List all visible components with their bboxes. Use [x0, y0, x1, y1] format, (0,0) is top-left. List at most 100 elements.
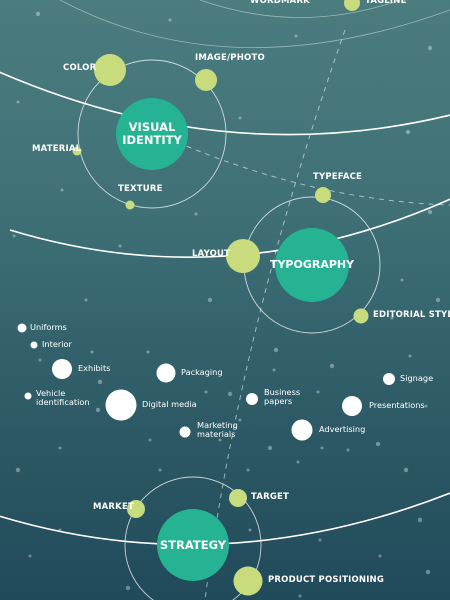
dot-material: [72, 146, 82, 156]
orbit-arcs: [0, 71, 450, 546]
label-presentations: Presentations: [369, 400, 425, 410]
star: [227, 391, 233, 397]
label-packaging: Packaging: [181, 367, 223, 377]
star: [424, 404, 428, 408]
dot-target: [229, 489, 247, 507]
star: [84, 298, 88, 302]
label-layout: LAYOUT: [192, 249, 231, 259]
star: [294, 34, 298, 38]
star: [346, 448, 350, 452]
label-typeface: TYPEFACE: [313, 172, 363, 182]
star: [38, 358, 42, 362]
star: [60, 188, 64, 192]
star: [425, 569, 431, 575]
star: [427, 209, 433, 215]
dot-presentations: [342, 396, 362, 416]
label-wordmark: WORDMARK: [250, 0, 310, 6]
dot-digital-media: [105, 389, 137, 421]
label-target: TARGET: [251, 492, 290, 502]
star: [329, 363, 335, 369]
label-tagline: TAGLINE: [365, 0, 407, 6]
dot-market: [127, 500, 145, 518]
star: [405, 129, 411, 135]
dot-marketing: [179, 426, 191, 438]
star: [90, 350, 94, 354]
star: [125, 585, 131, 591]
outer-rings: [59, 0, 450, 49]
star: [296, 460, 300, 464]
star: [238, 116, 242, 120]
star: [35, 11, 41, 17]
star: [97, 379, 103, 385]
dot-advertising: [291, 419, 313, 441]
dot-color: [94, 54, 126, 86]
label-signage: Signage: [400, 373, 434, 383]
star: [267, 445, 273, 451]
hub-typography-text: TYPOGRAPHY: [269, 257, 355, 271]
star: [408, 354, 412, 358]
star: [400, 278, 404, 282]
star: [207, 297, 213, 303]
label-texture: TEXTURE: [118, 184, 163, 194]
hub-label-strategy: STRATEGY: [157, 509, 229, 581]
label-uniforms: Uniforms: [30, 322, 67, 332]
star: [403, 467, 409, 473]
dot-vehicle: [24, 392, 32, 400]
ring-visual-identity: [77, 59, 227, 209]
hub-visual-identity: [116, 98, 188, 170]
dot-tagline: [344, 0, 360, 11]
hub-strategy: [157, 509, 229, 581]
hub-label-typography: TYPOGRAPHY: [270, 228, 354, 302]
star: [118, 244, 122, 248]
star: [16, 100, 20, 104]
star: [390, 316, 394, 320]
star: [273, 347, 279, 353]
star: [146, 350, 150, 354]
star: [58, 446, 62, 450]
star: [168, 18, 172, 22]
hub-label-visual-identity: VISUAL IDENTITY: [116, 98, 188, 170]
dot-business-papers: [246, 393, 258, 405]
star: [148, 438, 152, 442]
label-digital-media: Digital media: [142, 399, 197, 409]
star: [95, 407, 101, 413]
dot-texture: [125, 200, 135, 210]
label-exhibits: Exhibits: [78, 363, 111, 373]
hub-circles: [116, 98, 349, 581]
label-material: MATERIAL: [32, 144, 82, 154]
label-product-positioning: PRODUCT POSITIONING: [268, 575, 385, 585]
star: [15, 467, 21, 473]
label-image-photo: IMAGE/PHOTO: [195, 53, 265, 63]
orbit-arc-top: [0, 71, 450, 136]
star: [320, 446, 324, 450]
star: [28, 554, 32, 558]
star: [417, 517, 423, 523]
star: [298, 594, 302, 598]
star-field: [12, 11, 441, 598]
star: [318, 538, 322, 542]
dot-layout: [226, 239, 260, 273]
label-color: COLOR: [63, 63, 97, 73]
star: [246, 468, 250, 472]
star: [194, 212, 198, 216]
label-vehicle-identification: Vehicle identification: [36, 388, 90, 408]
satellite-rings: [77, 59, 381, 600]
star: [12, 234, 16, 238]
star: [204, 390, 208, 394]
dot-signage: [383, 373, 395, 385]
ring-strategy: [124, 476, 262, 600]
dot-uniforms: [17, 323, 27, 333]
dot-product-positioning: [233, 566, 263, 596]
star: [158, 468, 162, 472]
star: [238, 418, 242, 422]
dot-image-photo: [195, 69, 217, 91]
label-marketing-materials: Marketing materials: [197, 420, 238, 440]
dot-editorial-style: [353, 308, 369, 324]
star: [375, 441, 381, 447]
star: [427, 45, 433, 51]
label-interior: Interior: [42, 339, 72, 349]
star: [435, 297, 441, 303]
star: [316, 390, 320, 394]
